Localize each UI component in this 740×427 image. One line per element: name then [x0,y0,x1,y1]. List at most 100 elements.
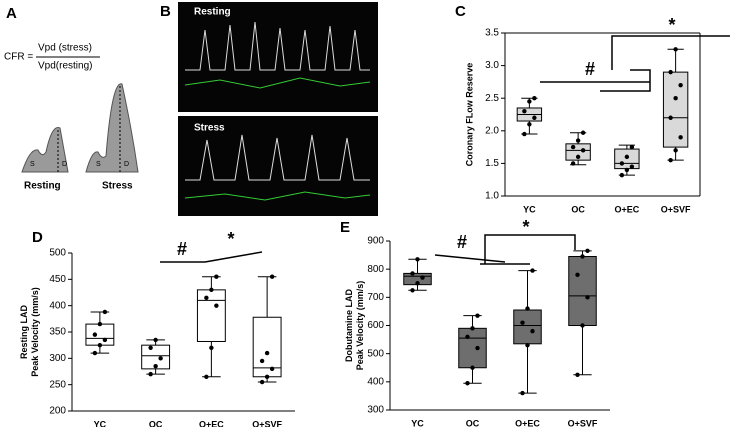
data-point [673,148,678,153]
panel-letter: B [160,3,171,20]
data-point [264,350,270,356]
data-point [673,47,678,52]
y-tick-label: 700 [367,292,384,303]
y-tick-label: 1.0 [485,191,499,202]
echo-image [178,2,378,112]
data-point [575,154,581,160]
data-point [214,274,219,279]
data-point [570,144,576,150]
data-point [410,271,415,276]
wave-label: D [62,161,67,168]
data-point [420,275,425,280]
data-point [153,364,158,369]
data-point [520,390,525,396]
data-point [580,254,585,259]
box [85,323,115,346]
y-tick-label: 250 [49,379,66,390]
formula-lhs: CFR = [4,52,33,63]
data-point [668,157,673,163]
data-point [580,323,585,328]
y-tick-label: 450 [49,274,66,285]
y-tick-label: 900 [367,236,384,247]
y-tick-label: 800 [367,264,384,275]
x-tick-label: OC [466,418,480,427]
data-point [532,96,537,101]
bracket [434,254,506,263]
bracket [204,251,263,263]
data-point [522,131,527,137]
y-tick-label: 1.5 [485,158,499,169]
x-tick-label: YC [94,419,107,427]
panel-letter: C [455,3,466,20]
x-tick-label: O+SVF [661,204,691,214]
x-tick-label: O+SVF [568,418,598,427]
data-point [92,332,98,337]
data-point [158,356,163,361]
doppler-trace [185,134,370,181]
data-point [580,148,586,153]
caption: Stress [102,181,133,192]
data-point [673,96,678,101]
data-point [97,321,103,327]
panel-letter: A [6,5,17,22]
data-point [92,350,98,356]
significance-marker: # [177,239,187,259]
data-point [102,337,108,343]
data-point [465,381,470,386]
data-point [530,268,535,273]
significance-marker: * [227,229,234,249]
resting-wave [21,127,69,173]
y-axis-label: Resting LAD [19,304,29,359]
data-point [580,130,586,135]
box [458,327,487,369]
data-point [522,109,527,114]
box [513,309,542,345]
data-point [668,115,673,120]
caption: Resting [24,181,61,192]
significance-marker: # [585,59,595,79]
data-point [415,257,420,262]
y-tick-label: 500 [49,248,66,259]
y-tick-label: 600 [367,320,384,331]
y-tick-label: 400 [49,300,66,311]
data-point [530,328,535,334]
doppler-trace [185,21,370,71]
ecg-trace [184,77,371,89]
bracket [600,69,651,92]
x-tick-label: O+SVF [252,419,282,427]
data-point [209,287,214,293]
significance-marker: * [668,15,675,35]
data-point [527,122,532,127]
y-tick-label: 2.5 [485,93,499,104]
formula-denominator: Vpd(resting) [38,61,92,72]
data-point [585,248,590,254]
wave-label: D [124,161,129,168]
box [662,71,689,148]
x-tick-label: YC [411,418,424,427]
data-point [619,161,625,166]
data-point [415,281,420,286]
data-point [209,345,214,350]
ecg-trace [184,191,371,201]
data-point [97,342,103,348]
data-point [575,138,581,143]
data-point [629,164,635,169]
data-point [525,306,530,311]
data-point [465,334,470,339]
data-point [624,154,630,160]
data-point [264,374,270,379]
data-point [470,326,475,331]
data-point [629,144,635,150]
data-point [678,135,683,140]
significance-marker: # [457,232,467,252]
box [141,344,171,370]
data-point [475,345,480,351]
data-point [204,374,209,379]
box [252,316,282,378]
box [196,289,226,342]
data-point [575,372,580,377]
data-point [259,379,265,385]
data-point [575,272,580,277]
data-point [269,366,275,372]
image-label: Resting [194,7,231,18]
